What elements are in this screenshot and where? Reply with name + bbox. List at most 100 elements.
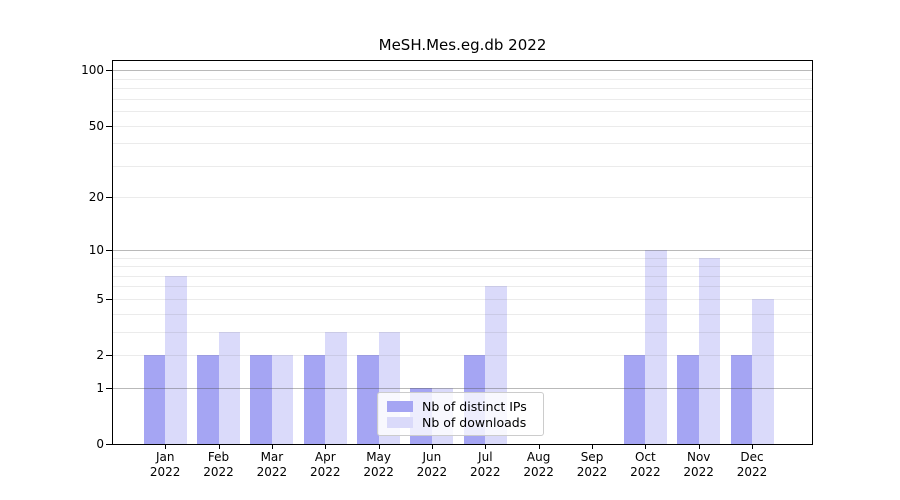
y-tick-label-50: 50: [88, 118, 104, 133]
x-tick-mark-may: [378, 444, 380, 449]
bar-distinct-ips-mar: [250, 355, 272, 444]
bar-distinct-ips-jan: [143, 355, 166, 444]
y-tick-mark-10: [106, 249, 112, 251]
gridline-y-5: [113, 298, 812, 300]
x-tick-mark-jul: [485, 444, 487, 449]
gridline-y-4: [113, 313, 812, 315]
legend-item-downloads: Nb of downloads: [387, 414, 535, 430]
x-tick-mark-dec: [752, 444, 753, 449]
x-tick-year: 2022: [149, 465, 181, 479]
bar-downloads-oct: [645, 249, 667, 444]
bar-downloads-feb: [218, 331, 241, 444]
x-tick-month: Mar: [260, 450, 284, 464]
bar-downloads-jan: [165, 275, 187, 444]
x-tick-label-aug: Aug 2022: [507, 450, 571, 480]
bar-distinct-ips-apr: [303, 355, 326, 444]
x-tick-year: 2022: [736, 465, 768, 479]
y-tick-mark-2: [106, 355, 112, 356]
bar-downloads-nov: [698, 257, 721, 444]
gridline-y-40: [113, 143, 812, 145]
plot-area: [112, 60, 813, 445]
legend-item-distinct-ips: Nb of distinct IPs: [387, 398, 535, 414]
x-tick-label-may: May 2022: [347, 450, 411, 480]
gridline-y-60: [113, 110, 812, 112]
x-tick-mark-feb: [218, 444, 220, 449]
legend: Nb of distinct IPs Nb of downloads: [377, 392, 544, 436]
y-tick-mark-50: [106, 125, 112, 127]
gridline-y-2: [113, 355, 812, 356]
legend-label-distinct-ips: Nb of distinct IPs: [422, 398, 527, 414]
x-tick-mark-jun: [431, 444, 433, 449]
x-tick-month: Jan: [155, 450, 175, 464]
gridline-y-6: [113, 286, 812, 288]
x-tick-mark-mar: [271, 444, 273, 449]
x-tick-year: 2022: [683, 465, 714, 479]
y-tick-label-100: 100: [81, 63, 104, 78]
x-tick-month: Dec: [740, 450, 764, 464]
y-tick-mark-5: [106, 298, 112, 300]
x-tick-month: Jun: [422, 450, 442, 464]
y-tick-label-1: 1: [96, 380, 104, 395]
x-tick-mark-apr: [325, 444, 327, 449]
x-tick-month: Sep: [580, 450, 604, 464]
bar-downloads-mar: [271, 355, 294, 444]
x-tick-label-jul: Jul 2022: [453, 450, 517, 480]
x-tick-month: Feb: [207, 450, 230, 464]
bar-distinct-ips-oct: [623, 355, 646, 444]
x-tick-year: 2022: [256, 465, 288, 479]
x-tick-month: Jul: [478, 450, 493, 464]
y-tick-label-0: 0: [96, 437, 104, 451]
x-tick-year: 2022: [416, 465, 448, 479]
x-tick-mark-jan: [165, 444, 167, 449]
gridline-y-1: [113, 387, 812, 389]
x-tick-mark-oct: [645, 444, 647, 449]
x-tick-label-dec: Dec 2022: [720, 450, 784, 480]
x-tick-month: May: [366, 450, 391, 464]
x-tick-label-sep: Sep 2022: [560, 450, 624, 480]
gridline-y-70: [113, 98, 812, 100]
legend-label-downloads: Nb of downloads: [422, 414, 527, 430]
bar-distinct-ips-feb: [197, 355, 219, 444]
x-tick-month: Apr: [314, 450, 336, 464]
y-tick-label-2: 2: [96, 348, 104, 362]
x-tick-label-jan: Jan 2022: [133, 450, 197, 480]
chart-title: MeSH.Mes.eg.db 2022: [378, 36, 547, 54]
x-tick-label-mar: Mar 2022: [240, 450, 304, 480]
bar-downloads-apr: [325, 331, 347, 444]
y-tick-label-20: 20: [88, 190, 104, 205]
x-tick-year: 2022: [310, 465, 341, 479]
x-tick-year: 2022: [203, 465, 234, 479]
x-tick-label-jun: Jun 2022: [400, 450, 464, 480]
gridline-y-80: [113, 88, 812, 89]
gridline-y-9: [113, 257, 812, 259]
x-tick-year: 2022: [576, 465, 608, 479]
x-tick-month: Nov: [686, 450, 711, 464]
gridline-y-30: [113, 165, 812, 167]
y-tick-mark-20: [106, 197, 112, 199]
gridline-y-8: [113, 266, 812, 267]
x-tick-month: Oct: [635, 450, 656, 464]
gridline-y-50: [113, 125, 812, 127]
bar-distinct-ips-may: [357, 355, 379, 444]
bar-distinct-ips-dec: [730, 355, 753, 444]
gridline-y-100: [113, 70, 812, 72]
gridline-y-10: [113, 249, 812, 251]
x-tick-year: 2022: [630, 465, 661, 479]
x-tick-year: 2022: [523, 465, 554, 479]
y-tick-label-5: 5: [96, 291, 104, 306]
x-tick-label-oct: Oct 2022: [613, 450, 677, 480]
legend-swatch-distinct-ips: [387, 400, 413, 412]
x-tick-mark-sep: [592, 444, 593, 449]
y-tick-mark-100: [106, 70, 112, 72]
y-tick-mark-0: [106, 444, 112, 445]
legend-swatch-downloads: [387, 416, 413, 428]
bar-downloads-dec: [752, 298, 774, 444]
x-tick-mark-aug: [538, 444, 540, 449]
gridline-y-20: [113, 197, 812, 199]
x-tick-year: 2022: [363, 465, 394, 479]
x-tick-mark-nov: [698, 444, 700, 449]
gridline-y-7: [113, 275, 812, 277]
bar-distinct-ips-nov: [677, 355, 699, 444]
x-tick-label-nov: Nov 2022: [667, 450, 731, 480]
